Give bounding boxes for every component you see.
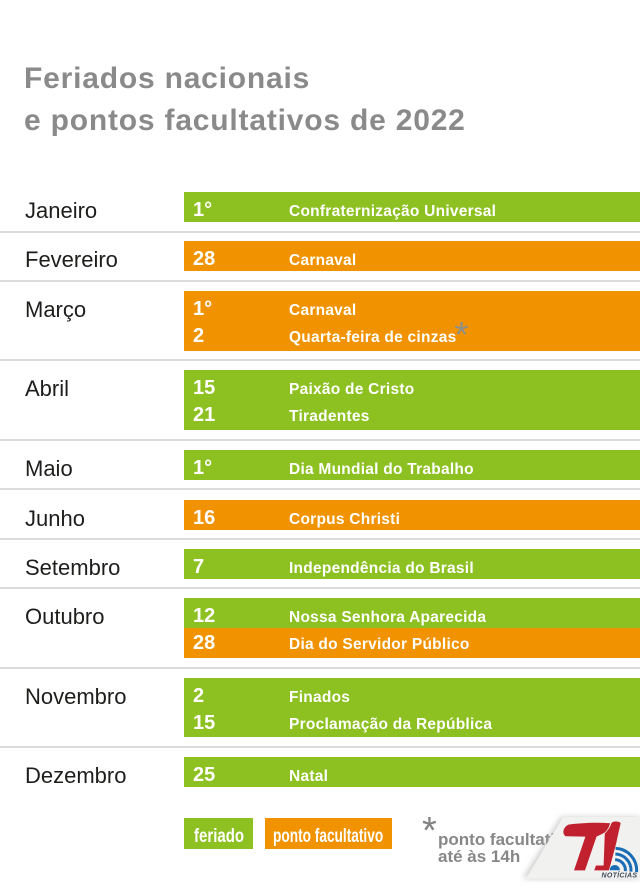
- svg-text:NOTÍCIAS: NOTÍCIAS: [602, 871, 638, 880]
